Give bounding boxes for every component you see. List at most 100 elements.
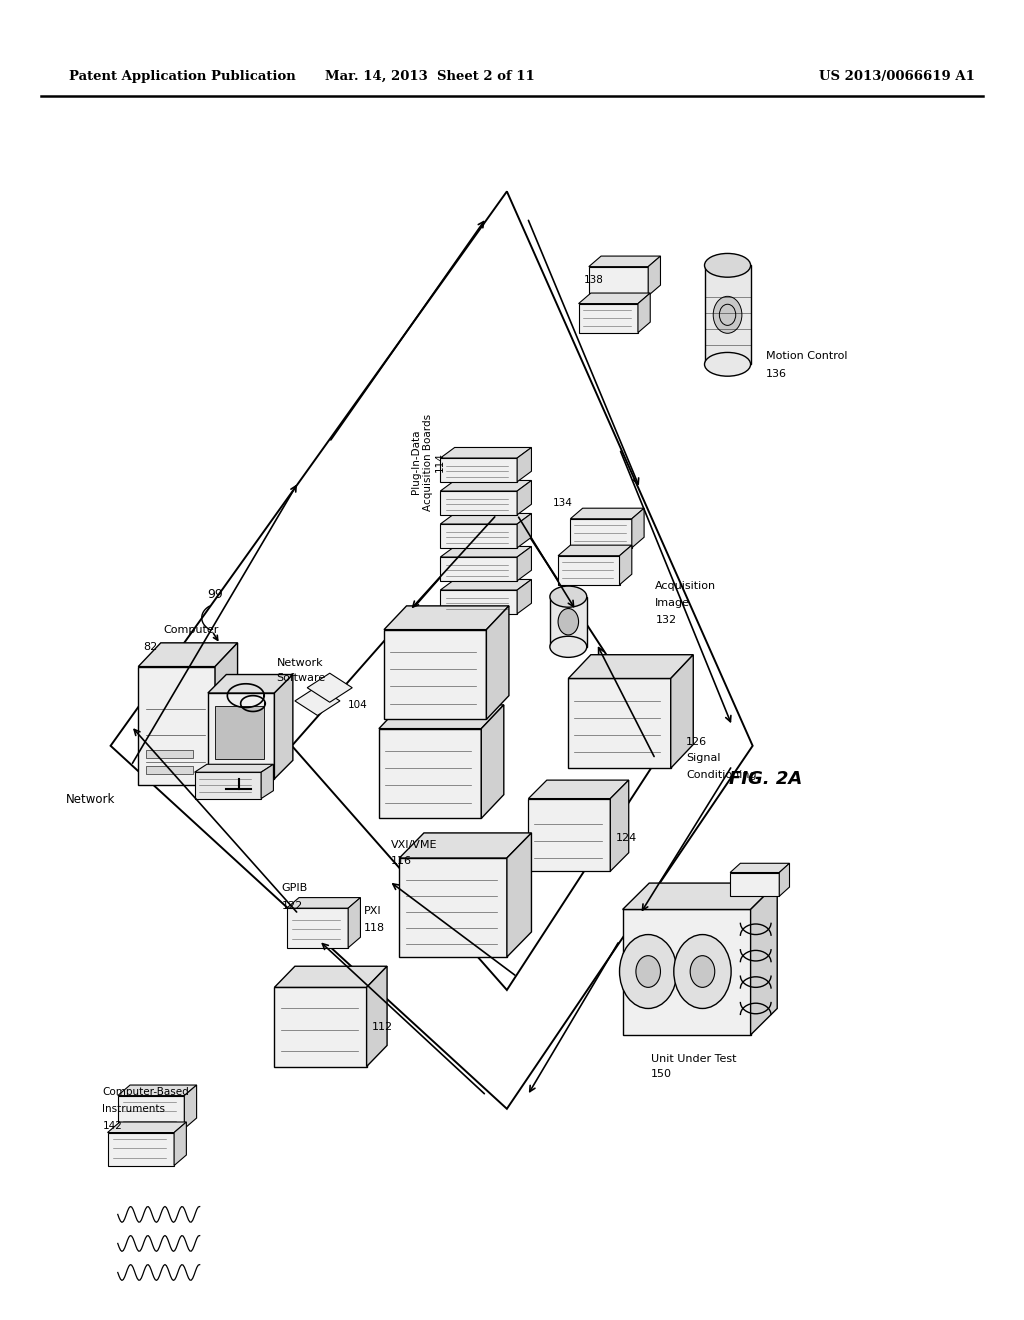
Polygon shape xyxy=(195,764,273,772)
Polygon shape xyxy=(570,519,632,548)
Polygon shape xyxy=(384,630,486,719)
Polygon shape xyxy=(399,833,531,858)
Text: 142: 142 xyxy=(102,1121,122,1131)
Circle shape xyxy=(558,609,579,635)
Polygon shape xyxy=(138,667,215,785)
Ellipse shape xyxy=(705,253,751,277)
Text: Network: Network xyxy=(276,657,324,668)
Text: Patent Application Publication: Patent Application Publication xyxy=(69,70,295,83)
Polygon shape xyxy=(579,304,638,333)
Polygon shape xyxy=(384,606,509,630)
Polygon shape xyxy=(589,256,660,267)
Polygon shape xyxy=(486,606,509,719)
Text: Motion Control: Motion Control xyxy=(766,351,848,362)
Polygon shape xyxy=(558,556,620,585)
Text: 99: 99 xyxy=(207,587,223,601)
Polygon shape xyxy=(623,909,751,1035)
Text: 138: 138 xyxy=(584,275,603,285)
Polygon shape xyxy=(118,1085,197,1096)
Polygon shape xyxy=(379,705,504,729)
Text: Mar. 14, 2013  Sheet 2 of 11: Mar. 14, 2013 Sheet 2 of 11 xyxy=(326,70,535,83)
Polygon shape xyxy=(481,705,504,818)
Polygon shape xyxy=(440,590,517,614)
Polygon shape xyxy=(287,908,348,948)
Text: Acquisition: Acquisition xyxy=(655,581,717,591)
Polygon shape xyxy=(528,780,629,799)
Polygon shape xyxy=(440,546,531,557)
Text: Unit Under Test: Unit Under Test xyxy=(651,1053,736,1064)
Polygon shape xyxy=(671,655,693,768)
Text: 150: 150 xyxy=(651,1069,673,1080)
Polygon shape xyxy=(208,693,274,779)
Polygon shape xyxy=(632,508,644,548)
Bar xyxy=(550,597,587,647)
Text: 124: 124 xyxy=(615,833,637,843)
Text: GPIB: GPIB xyxy=(282,883,308,894)
Polygon shape xyxy=(623,883,777,909)
Polygon shape xyxy=(528,799,610,871)
Polygon shape xyxy=(779,863,790,896)
Text: 132: 132 xyxy=(655,615,677,626)
Ellipse shape xyxy=(705,352,751,376)
Polygon shape xyxy=(568,655,693,678)
Text: Computer: Computer xyxy=(164,624,219,635)
Polygon shape xyxy=(440,524,517,548)
Text: 116: 116 xyxy=(391,855,413,866)
Polygon shape xyxy=(108,1122,186,1133)
Text: 118: 118 xyxy=(364,923,385,933)
Circle shape xyxy=(620,935,677,1008)
Ellipse shape xyxy=(550,586,587,607)
Text: 126: 126 xyxy=(686,737,708,747)
Bar xyxy=(146,766,193,774)
Text: Plug-In-Data
Acquisition Boards
114: Plug-In-Data Acquisition Boards 114 xyxy=(412,413,444,511)
Polygon shape xyxy=(751,883,777,1035)
Text: 122: 122 xyxy=(282,900,303,911)
Polygon shape xyxy=(507,833,531,957)
Text: 112: 112 xyxy=(372,1022,393,1032)
Polygon shape xyxy=(274,966,387,987)
Text: PXI: PXI xyxy=(364,906,381,916)
Polygon shape xyxy=(730,873,779,896)
Text: Network: Network xyxy=(66,793,115,807)
Polygon shape xyxy=(274,675,293,779)
Polygon shape xyxy=(610,780,629,871)
Text: Conditioning: Conditioning xyxy=(686,770,757,780)
Bar xyxy=(705,265,751,364)
Text: Software: Software xyxy=(276,673,326,684)
Polygon shape xyxy=(440,458,517,482)
Circle shape xyxy=(713,297,741,334)
Text: US 2013/0066619 A1: US 2013/0066619 A1 xyxy=(819,70,975,83)
Circle shape xyxy=(690,956,715,987)
Text: Signal: Signal xyxy=(686,752,721,763)
Text: 136: 136 xyxy=(766,368,787,379)
Polygon shape xyxy=(379,729,481,818)
Polygon shape xyxy=(620,545,632,585)
Circle shape xyxy=(674,935,731,1008)
Polygon shape xyxy=(589,267,648,296)
Polygon shape xyxy=(307,673,352,702)
Text: FIG. 2A: FIG. 2A xyxy=(729,770,803,788)
Polygon shape xyxy=(579,293,650,304)
Text: 82: 82 xyxy=(143,642,158,652)
Polygon shape xyxy=(184,1085,197,1129)
Polygon shape xyxy=(440,480,531,491)
Text: Computer-Based: Computer-Based xyxy=(102,1086,189,1097)
Bar xyxy=(215,706,264,759)
Text: 134: 134 xyxy=(553,498,572,508)
Polygon shape xyxy=(215,643,238,785)
Ellipse shape xyxy=(550,636,587,657)
Polygon shape xyxy=(295,686,340,715)
Polygon shape xyxy=(108,1133,174,1166)
Polygon shape xyxy=(570,508,644,519)
Polygon shape xyxy=(440,447,531,458)
Polygon shape xyxy=(517,513,531,548)
Polygon shape xyxy=(517,447,531,482)
Polygon shape xyxy=(638,293,650,333)
Circle shape xyxy=(636,956,660,987)
Polygon shape xyxy=(195,772,261,799)
Polygon shape xyxy=(208,675,293,693)
Polygon shape xyxy=(287,898,360,908)
Polygon shape xyxy=(517,546,531,581)
Polygon shape xyxy=(568,678,671,768)
Polygon shape xyxy=(440,579,531,590)
